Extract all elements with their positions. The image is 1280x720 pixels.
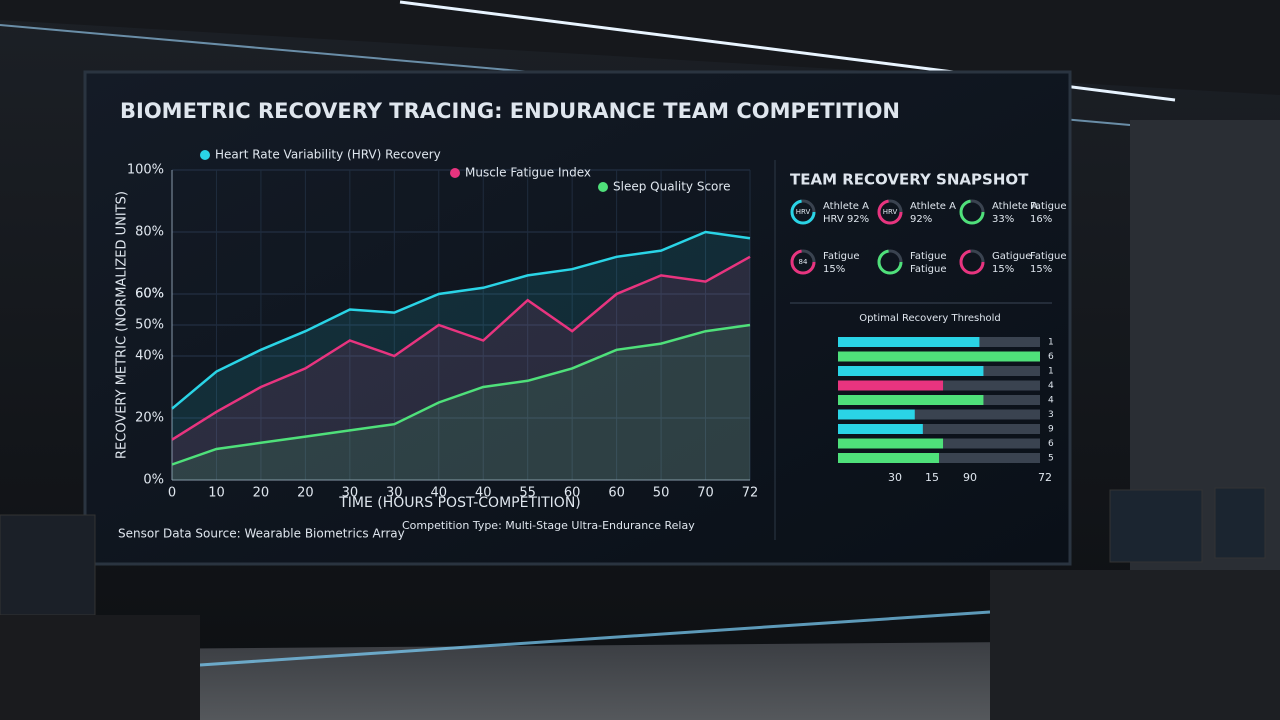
desk <box>990 570 1280 720</box>
ring-label: Fatigue <box>910 264 947 275</box>
series-area <box>172 256 750 480</box>
series-line <box>171 230 751 410</box>
series-line <box>171 323 751 466</box>
legend-label: Heart Rate Variability (HRV) Recovery <box>215 148 441 162</box>
display-screen <box>83 70 1072 566</box>
y-tick-label: 40% <box>135 349 164 364</box>
ring <box>877 249 903 275</box>
x-tick-label: 40 <box>475 486 492 501</box>
x-tick-label: 40 <box>430 486 447 501</box>
bar <box>838 409 915 420</box>
chart-title: BIOMETRIC RECOVERY TRACING: ENDURANCE TE… <box>120 99 900 123</box>
y-tick-label: 100% <box>127 163 164 178</box>
x-tick-label: 60 <box>608 486 625 501</box>
legend-label: Muscle Fatigue Index <box>465 166 591 180</box>
bar-row-label: 1 <box>1048 338 1054 348</box>
x-tick-label: 90 <box>963 471 977 484</box>
legend-swatch <box>200 150 210 160</box>
bar <box>838 424 923 434</box>
y-tick-label: 20% <box>135 411 164 426</box>
ring-inner-label: HRV <box>796 208 811 216</box>
desk <box>0 615 200 720</box>
y-tick-label: 50% <box>135 318 164 333</box>
x-tick-label: 55 <box>519 486 536 501</box>
monitor <box>1214 487 1266 559</box>
x-tick-label: 10 <box>208 486 225 501</box>
ring-label: Athlete A <box>823 201 869 212</box>
ring-label: Athlete A <box>910 201 956 212</box>
footnote: Competition Type: Multi-Stage Ultra-Endu… <box>402 519 695 532</box>
ring <box>790 199 816 225</box>
ring-label: 33% <box>992 214 1014 225</box>
ring-inner-label: 84 <box>799 258 808 266</box>
x-tick-label: 70 <box>697 486 714 501</box>
monitor <box>1109 489 1203 563</box>
bar <box>838 453 939 463</box>
snapshot-label: Fatigue <box>1030 201 1067 212</box>
bar-track <box>838 424 1040 434</box>
ring-label: HRV 92% <box>823 214 869 225</box>
bar-row-label: 4 <box>1048 381 1054 391</box>
bar-row-label: 5 <box>1048 454 1054 464</box>
bar-row-label: 9 <box>1048 425 1054 435</box>
floor-light <box>199 610 991 667</box>
bar <box>838 395 984 405</box>
ring-label: Fatigue <box>823 251 860 262</box>
footnote: Sensor Data Source: Wearable Biometrics … <box>118 527 405 541</box>
bar <box>838 337 980 347</box>
y-tick-label: 0% <box>143 473 164 488</box>
bar-track <box>838 409 1040 420</box>
ring-label: 15% <box>823 264 845 275</box>
ring <box>790 249 816 275</box>
legend-swatch <box>598 182 608 192</box>
ring <box>959 249 985 275</box>
x-axis-title: TIME (HOURS POST-COMPETITION) <box>338 495 581 511</box>
snapshot-label: 16% <box>1030 214 1052 225</box>
x-tick-label: 20 <box>297 486 314 501</box>
bar <box>838 380 944 391</box>
y-tick-label: 80% <box>135 225 164 240</box>
snapshot-label: 15% <box>1030 264 1052 275</box>
x-tick-label: 30 <box>342 486 359 501</box>
bar-chart-title: Optimal Recovery Threshold <box>859 313 1001 324</box>
bar <box>838 438 944 449</box>
panel-title: TEAM RECOVERY SNAPSHOT <box>790 171 1029 189</box>
bar-row-label: 1 <box>1048 367 1054 377</box>
bar <box>838 351 1040 362</box>
x-tick-label: 30 <box>888 471 902 484</box>
bar-row-label: 6 <box>1048 439 1054 449</box>
legend-swatch <box>450 168 460 178</box>
y-tick-label: 60% <box>135 287 164 302</box>
bar <box>838 366 984 376</box>
x-tick-label: 60 <box>564 486 581 501</box>
ring-inner-label: HRV <box>883 208 898 216</box>
bar-row-label: 6 <box>1048 352 1054 362</box>
bar-row-label: 3 <box>1048 410 1054 420</box>
x-tick-label: 0 <box>168 486 176 501</box>
ring-label: Fatigue <box>910 251 947 262</box>
x-tick-label: 20 <box>253 486 270 501</box>
series-area <box>172 325 750 480</box>
y-tick-label: 60% <box>135 287 164 302</box>
ring <box>877 199 903 225</box>
ring <box>959 199 985 225</box>
x-tick-label: 72 <box>742 486 759 501</box>
snapshot-label: Fatigue <box>1030 251 1067 262</box>
monitor <box>0 514 96 616</box>
ring-label: 15% <box>992 264 1014 275</box>
bar-row-label: 4 <box>1048 396 1054 406</box>
series-area <box>172 232 750 480</box>
series-line <box>171 255 751 441</box>
x-tick-label: 50 <box>653 486 670 501</box>
floor <box>0 640 1280 720</box>
y-axis-title: RECOVERY METRIC (NORMALIZED UNITS) <box>115 191 130 459</box>
ring-label: Athlete A <box>992 201 1038 212</box>
x-tick-label: 15 <box>925 471 939 484</box>
ring-label: 92% <box>910 214 932 225</box>
ring-label: Gatigue <box>992 251 1031 262</box>
legend-label: Sleep Quality Score <box>613 180 730 194</box>
x-tick-label: 72 <box>1038 471 1052 484</box>
x-tick-label: 30 <box>386 486 403 501</box>
